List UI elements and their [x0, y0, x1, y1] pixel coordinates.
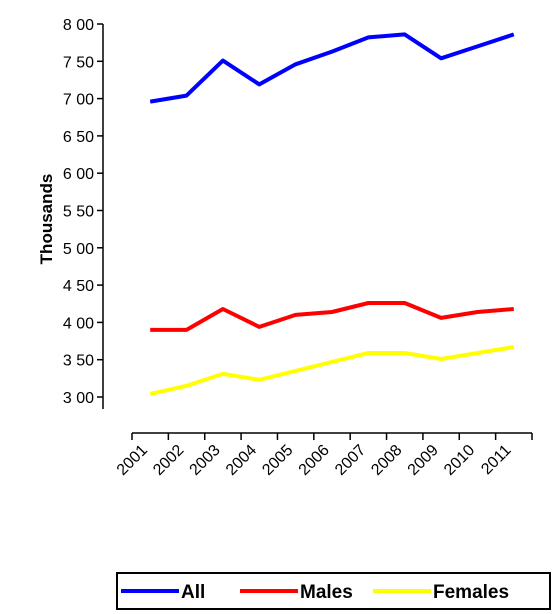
y-tick-label: 7 00 — [63, 92, 94, 109]
x-tick-label: 2007 — [332, 442, 369, 479]
series-line-females — [149, 345, 515, 396]
series-line-all — [149, 32, 515, 104]
x-tick-label: 2003 — [187, 442, 224, 479]
x-tick-label: 2004 — [223, 442, 260, 479]
y-tick-label: 3 00 — [63, 390, 94, 407]
x-tick-label: 2011 — [478, 442, 514, 478]
y-tick-label: 4 00 — [63, 315, 94, 332]
y-tick-label: 5 00 — [63, 241, 94, 258]
series-lines — [149, 32, 515, 396]
y-axis-label: Thousands — [37, 174, 56, 265]
legend-label-males: Males — [300, 582, 353, 603]
y-tick-label: 5 50 — [63, 204, 94, 221]
legend-box — [116, 572, 551, 610]
legend-label-females: Females — [433, 582, 509, 603]
legend-label-all: All — [181, 582, 205, 603]
x-tick-label: 2002 — [150, 442, 187, 479]
y-tick-label: 3 50 — [63, 353, 94, 370]
x-tick-label: 2005 — [259, 442, 296, 479]
legend: All Males Females — [116, 572, 551, 610]
y-tick-label: 7 50 — [63, 54, 94, 71]
y-tick-label: 8 00 — [63, 17, 94, 34]
series-line-males — [150, 301, 514, 332]
y-tick-label: 4 50 — [63, 278, 94, 295]
x-tick-label: 2001 — [114, 442, 151, 479]
x-tick-label: 2010 — [441, 442, 478, 479]
y-tick-label: 6 50 — [63, 129, 94, 146]
x-tick-label: 2006 — [296, 442, 333, 479]
x-tick-label: 2009 — [405, 442, 442, 479]
y-tick-label: 6 00 — [63, 166, 94, 183]
axes: 3 00 3 50 4 00 4 50 5 00 5 50 6 00 6 50 7 00 7 50… — [63, 17, 533, 479]
x-tick-label: 2008 — [368, 442, 405, 479]
